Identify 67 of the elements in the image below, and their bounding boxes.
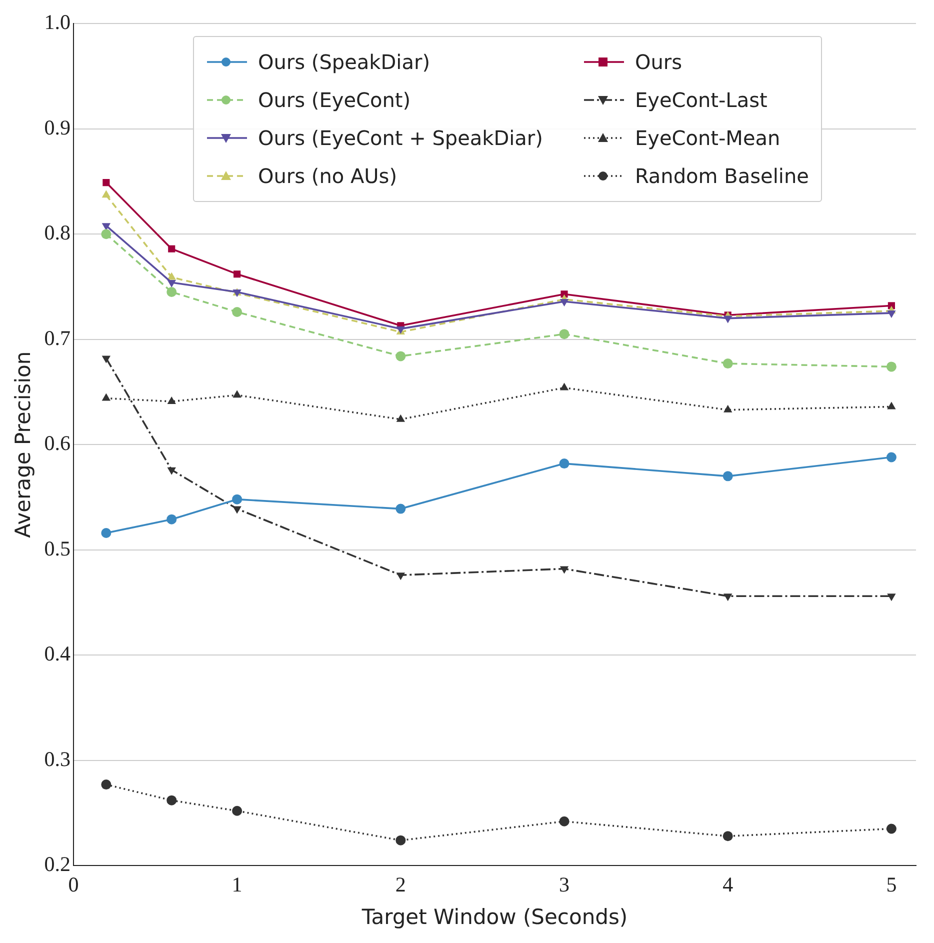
point bbox=[724, 404, 732, 412]
x-tick-label: 2 bbox=[395, 872, 406, 897]
y-tick-label: 1.0 bbox=[44, 10, 70, 34]
x-tick-label: 1 bbox=[232, 872, 242, 897]
point bbox=[166, 795, 177, 806]
point bbox=[886, 452, 896, 462]
point bbox=[102, 190, 110, 198]
point bbox=[559, 458, 570, 469]
point bbox=[166, 286, 177, 297]
x-tick-label: 3 bbox=[559, 872, 570, 897]
point bbox=[167, 272, 176, 280]
point bbox=[396, 835, 406, 846]
x-tick-label: 5 bbox=[886, 872, 897, 897]
point bbox=[887, 594, 896, 602]
y-tick-label: 0.2 bbox=[44, 852, 70, 876]
x-tick-label: 0 bbox=[68, 872, 79, 897]
y-tick-label: 0.7 bbox=[44, 326, 70, 350]
point bbox=[396, 351, 406, 362]
point bbox=[724, 316, 732, 324]
point bbox=[396, 572, 405, 580]
legend-label: Random Baseline bbox=[634, 164, 809, 188]
point bbox=[232, 506, 242, 514]
y-tick-label: 0.4 bbox=[44, 642, 71, 666]
point bbox=[167, 467, 176, 475]
point bbox=[722, 358, 733, 369]
point bbox=[102, 356, 110, 364]
point bbox=[232, 390, 242, 398]
point bbox=[724, 594, 732, 602]
point bbox=[722, 831, 733, 842]
y-axis-title: Average Precision bbox=[11, 351, 36, 538]
point bbox=[102, 178, 110, 186]
x-axis-title: Target Window (Seconds) bbox=[360, 904, 628, 929]
point bbox=[396, 504, 406, 514]
y-tick-label: 0.8 bbox=[44, 220, 70, 245]
y-tick-label: 0.9 bbox=[44, 115, 70, 140]
x-tick-label: 4 bbox=[722, 872, 734, 897]
point bbox=[396, 414, 405, 422]
legend-label: Ours (EyeCont) bbox=[258, 88, 411, 112]
point bbox=[166, 514, 177, 524]
point bbox=[232, 494, 242, 504]
point bbox=[559, 329, 570, 340]
point bbox=[101, 229, 112, 240]
point bbox=[168, 245, 176, 252]
point bbox=[232, 306, 242, 317]
point bbox=[559, 816, 570, 826]
point bbox=[886, 362, 896, 372]
point bbox=[560, 298, 569, 306]
point bbox=[101, 780, 112, 790]
y-tick-label: 0.3 bbox=[44, 746, 70, 771]
legend-label: EyeCont-Last bbox=[634, 88, 768, 112]
y-tick-label: 0.6 bbox=[44, 431, 70, 456]
legend-label: Ours (EyeCont + SpeakDiar) bbox=[258, 126, 543, 150]
point bbox=[722, 471, 733, 482]
point bbox=[560, 382, 569, 390]
legend-label: Ours (no AUs) bbox=[258, 164, 398, 188]
point bbox=[234, 270, 241, 278]
legend-label: Ours bbox=[634, 50, 682, 74]
point bbox=[101, 528, 112, 538]
y-tick-label: 0.5 bbox=[44, 536, 70, 560]
point bbox=[887, 402, 896, 410]
point bbox=[102, 393, 110, 401]
point bbox=[167, 396, 176, 404]
legend-label: EyeCont-Mean bbox=[634, 126, 780, 150]
legend-label: Ours (SpeakDiar) bbox=[258, 50, 430, 74]
point bbox=[886, 824, 896, 834]
point bbox=[560, 566, 569, 574]
point bbox=[232, 806, 242, 816]
